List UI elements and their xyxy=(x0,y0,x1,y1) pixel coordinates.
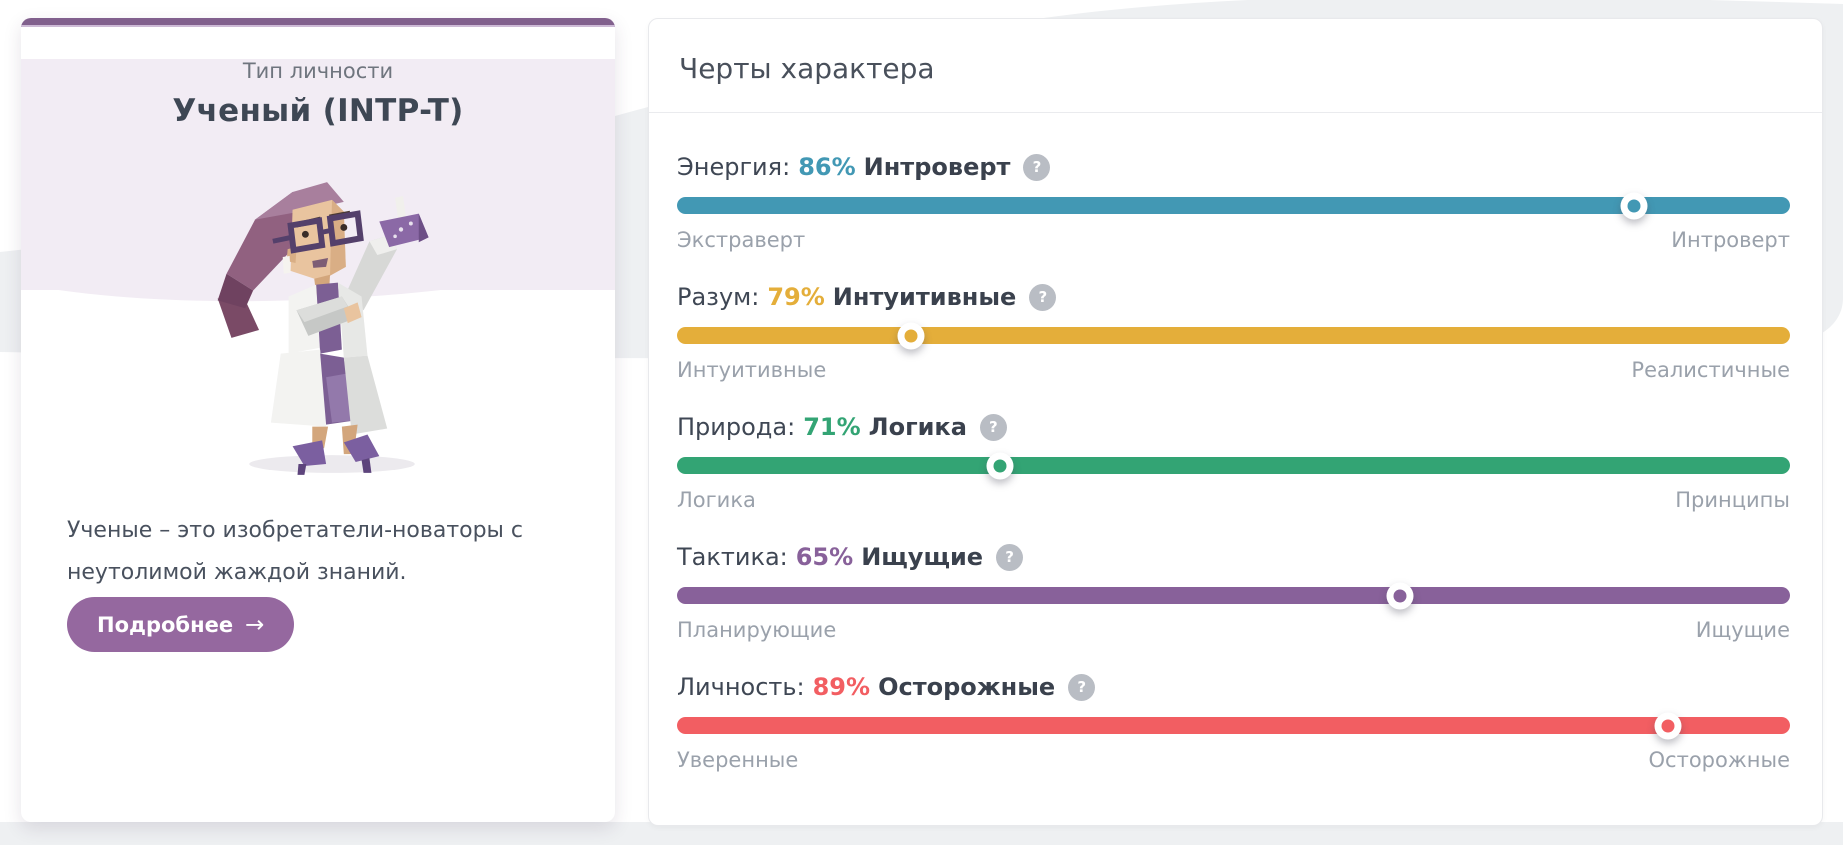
trait-row-nature: Природа: 71% Логика ? Логика Принципы xyxy=(677,413,1790,512)
traits-card-header: Черты характера xyxy=(649,19,1822,113)
left-pole-label: Интуитивные xyxy=(677,358,827,382)
trait-slider-track[interactable] xyxy=(677,582,1790,609)
trait-name: Тактика: xyxy=(677,543,788,571)
left-pole-label: Уверенные xyxy=(677,748,799,772)
trait-row-mind: Разум: 79% Интуитивные ? Интуитивные Реа… xyxy=(677,283,1790,382)
trait-row-tactics: Тактика: 65% Ищущие ? Планирующие Ищущие xyxy=(677,543,1790,642)
trait-percent: 71% xyxy=(803,413,861,441)
pole-labels: Экстраверт Интроверт xyxy=(677,228,1790,252)
trait-row-energy: Энергия: 86% Интроверт ? Экстраверт Интр… xyxy=(677,153,1790,252)
card-accent-bar xyxy=(21,18,615,27)
pole-labels: Уверенные Осторожные xyxy=(677,748,1790,772)
trait-heading: Энергия: 86% Интроверт ? xyxy=(677,153,1790,181)
pole-labels: Интуитивные Реалистичные xyxy=(677,358,1790,382)
trait-heading: Разум: 79% Интуитивные ? xyxy=(677,283,1790,311)
type-kicker: Тип личности xyxy=(242,59,394,83)
right-pole-label: Интроверт xyxy=(1671,228,1790,252)
trait-heading: Тактика: 65% Ищущие ? xyxy=(677,543,1790,571)
left-pole-label: Логика xyxy=(677,488,756,512)
trait-percent: 86% xyxy=(798,153,856,181)
trait-slider-track[interactable] xyxy=(677,712,1790,739)
right-pole-label: Принципы xyxy=(1675,488,1790,512)
trait-percent: 89% xyxy=(812,673,871,701)
trait-winner: Осторожные xyxy=(878,673,1056,701)
trait-winner: Ищущие xyxy=(861,543,984,571)
trait-winner: Интроверт xyxy=(863,153,1011,181)
right-pole-label: Реалистичные xyxy=(1631,358,1790,382)
slider-handle[interactable] xyxy=(1620,192,1648,219)
slider-handle[interactable] xyxy=(986,452,1014,479)
help-icon[interactable]: ? xyxy=(1023,153,1051,181)
trait-percent: 65% xyxy=(795,543,854,571)
trait-name: Разум: xyxy=(677,283,760,311)
trait-winner: Логика xyxy=(868,413,967,441)
right-pole-label: Осторожные xyxy=(1648,748,1790,772)
type-description: Ученые – это изобретатели-новаторы с неу… xyxy=(67,518,524,585)
personality-type-card: Тип личности Ученый (INTP-T) xyxy=(21,18,615,822)
help-icon[interactable]: ? xyxy=(1068,673,1096,701)
traits-card-title: Черты характера xyxy=(679,52,935,85)
trait-slider-track[interactable] xyxy=(677,192,1790,219)
trait-name: Личность: xyxy=(677,673,805,701)
trait-name: Энергия: xyxy=(677,153,791,181)
trait-winner: Интуитивные xyxy=(832,283,1017,311)
type-title: Ученый (INTP-T) xyxy=(172,93,464,129)
traits-list: Энергия: 86% Интроверт ? Экстраверт Интр… xyxy=(649,113,1822,772)
trait-heading: Природа: 71% Логика ? xyxy=(677,413,1790,441)
character-traits-card: Черты характера Энергия: 86% Интроверт ?… xyxy=(648,18,1823,826)
pole-labels: Планирующие Ищущие xyxy=(677,618,1790,642)
trait-percent: 79% xyxy=(767,283,825,311)
help-icon[interactable]: ? xyxy=(979,413,1007,441)
right-pole-label: Ищущие xyxy=(1695,618,1790,642)
trait-name: Природа: xyxy=(677,413,796,441)
trait-slider-track[interactable] xyxy=(677,322,1790,349)
help-icon[interactable]: ? xyxy=(996,543,1024,571)
arrow-right-icon: → xyxy=(245,611,265,638)
trait-slider-track[interactable] xyxy=(677,452,1790,479)
pole-labels: Логика Принципы xyxy=(677,488,1790,512)
details-button[interactable]: Подробнее → xyxy=(67,597,295,652)
trait-row-identity: Личность: 89% Осторожные ? Уверенные Ост… xyxy=(677,673,1790,772)
help-icon[interactable]: ? xyxy=(1029,283,1057,311)
trait-heading: Личность: 89% Осторожные ? xyxy=(677,673,1790,701)
details-button-label: Подробнее xyxy=(97,612,234,637)
slider-handle[interactable] xyxy=(1386,582,1414,609)
scientist-character-illustration xyxy=(217,182,429,475)
card-header: Тип личности Ученый (INTP-T) xyxy=(21,59,615,290)
left-pole-label: Планирующие xyxy=(677,618,837,642)
slider-handle[interactable] xyxy=(897,322,925,349)
left-pole-label: Экстраверт xyxy=(677,228,806,252)
slider-handle[interactable] xyxy=(1654,712,1682,739)
